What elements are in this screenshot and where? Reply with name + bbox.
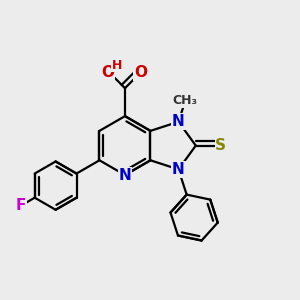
Text: CH₃: CH₃ bbox=[173, 94, 198, 107]
Text: H: H bbox=[112, 59, 122, 72]
Text: F: F bbox=[16, 198, 26, 213]
Text: N: N bbox=[118, 167, 131, 182]
Text: O: O bbox=[101, 65, 114, 80]
Text: S: S bbox=[215, 138, 226, 153]
Text: O: O bbox=[134, 65, 147, 80]
Text: N: N bbox=[172, 114, 185, 129]
Text: N: N bbox=[172, 162, 185, 177]
